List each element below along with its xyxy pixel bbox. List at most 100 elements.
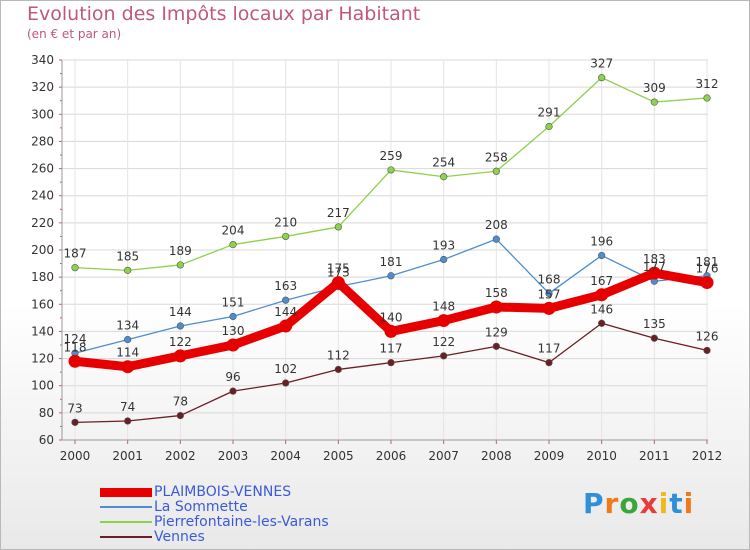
data-point-vennes [703,346,711,355]
data-label-vennes: 78 [173,395,188,409]
y-tick-label: 260 [31,162,54,176]
data-point-vennes [282,379,290,387]
data-label-plaimbois-vennes: 144 [274,305,297,319]
y-tick-label: 60 [39,433,54,447]
data-point-vennes [229,387,237,395]
data-point-pierrefontaine-les-varans [176,261,184,269]
x-tick-label: 2009 [534,449,565,463]
y-tick-label: 200 [31,243,54,257]
data-point-vennes [176,411,184,420]
data-label-plaimbois-vennes: 157 [538,287,561,301]
data-label-plaimbois-vennes: 183 [643,252,666,266]
x-tick-label: 2006 [376,449,407,463]
y-tick-label: 180 [31,270,54,284]
legend-item-plaimbois-vennes: PLAIMBOIS-VENNES [100,484,400,500]
y-tick-label: 320 [31,80,54,94]
x-tick-label: 2001 [112,449,143,463]
x-tick-label: 2012 [692,449,723,463]
data-label-vennes: 129 [485,325,508,339]
data-label-pierrefontaine-les-varans: 187 [64,247,87,261]
data-label-la-sommette: 196 [590,234,613,248]
chart-subtitle: (en € et par an) [27,27,122,41]
data-label-plaimbois-vennes: 114 [116,346,139,360]
data-label-pierrefontaine-les-varans: 309 [643,81,666,95]
data-point-vennes [334,365,342,374]
data-point-vennes [650,334,658,342]
data-label-pierrefontaine-les-varans: 189 [169,244,192,258]
data-label-plaimbois-vennes: 148 [432,300,455,314]
data-point-vennes [124,417,132,425]
data-point-pierrefontaine-les-varans [71,264,79,272]
data-label-la-sommette: 144 [169,305,192,319]
data-label-pierrefontaine-les-varans: 185 [116,249,139,263]
data-label-la-sommette: 168 [538,272,561,286]
legend-swatch [100,536,152,538]
legend-item-la-sommette: La Sommette [100,499,400,515]
data-point-vennes [545,359,553,367]
x-tick-label: 2000 [60,449,91,463]
logo-letter: i [658,487,670,520]
data-label-vennes: 126 [696,329,719,343]
data-label-vennes: 117 [380,342,403,356]
data-point-la-sommette [282,296,290,304]
data-label-vennes: 73 [67,401,82,415]
data-label-la-sommette: 208 [485,218,508,232]
data-point-pierrefontaine-les-varans [545,122,553,131]
legend-swatch [100,506,152,508]
data-point-plaimbois-vennes [226,338,240,352]
x-tick-label: 2011 [639,449,670,463]
data-label-la-sommette: 163 [274,279,297,293]
data-point-pierrefontaine-les-varans [650,98,658,106]
data-label-pierrefontaine-les-varans: 254 [432,156,455,170]
data-point-pierrefontaine-les-varans [124,266,132,274]
data-label-pierrefontaine-les-varans: 327 [590,57,613,71]
data-point-vennes [598,319,606,327]
data-label-vennes: 74 [120,400,135,414]
y-tick-label: 140 [31,324,54,338]
data-label-vennes: 102 [274,362,297,376]
data-point-pierrefontaine-les-varans [387,166,395,174]
data-point-la-sommette [229,312,237,321]
data-point-la-sommette [545,289,553,298]
x-tick-label: 2003 [218,449,249,463]
data-label-plaimbois-vennes: 176 [696,262,719,276]
y-tick-label: 240 [31,189,54,203]
legend-item-vennes: Vennes [100,529,400,545]
data-label-pierrefontaine-les-varans: 259 [380,149,403,163]
data-label-vennes: 112 [327,348,350,362]
data-point-plaimbois-vennes [542,301,556,315]
data-label-la-sommette: 134 [116,319,139,333]
data-label-pierrefontaine-les-varans: 217 [327,206,350,220]
legend-swatch [100,487,152,497]
data-label-plaimbois-vennes: 140 [380,310,403,324]
logo-letter: t [669,487,684,520]
data-label-vennes: 135 [643,317,666,331]
legend-item-pierrefontaine-les-varans: Pierrefontaine-les-Varans [100,514,400,530]
data-point-pierrefontaine-les-varans [229,240,237,249]
data-point-plaimbois-vennes [595,288,609,302]
data-point-vennes [71,418,79,426]
data-point-la-sommette [387,272,395,280]
x-tick-label: 2008 [481,449,512,463]
data-label-la-sommette: 181 [380,255,403,269]
y-tick-label: 80 [39,406,54,420]
data-label-pierrefontaine-les-varans: 258 [485,150,508,164]
data-label-pierrefontaine-les-varans: 312 [696,77,719,91]
data-label-la-sommette: 193 [432,239,455,253]
data-label-plaimbois-vennes: 130 [222,324,245,338]
data-point-plaimbois-vennes [68,354,82,368]
data-point-plaimbois-vennes [489,300,503,314]
data-point-pierrefontaine-les-varans [440,173,448,181]
y-tick-label: 280 [31,134,54,148]
data-label-la-sommette: 177 [643,260,666,274]
logo-letter: i [683,487,695,520]
x-tick-label: 2007 [428,449,459,463]
legend-swatch [100,521,152,523]
proxiti-logo: Proxiti [583,487,694,520]
data-label-vennes: 122 [432,335,455,349]
x-tick-label: 2002 [165,449,196,463]
chart-title: Evolution des Impôts locaux par Habitant [27,3,421,25]
data-point-la-sommette [440,255,448,264]
data-label-plaimbois-vennes: 122 [169,335,192,349]
